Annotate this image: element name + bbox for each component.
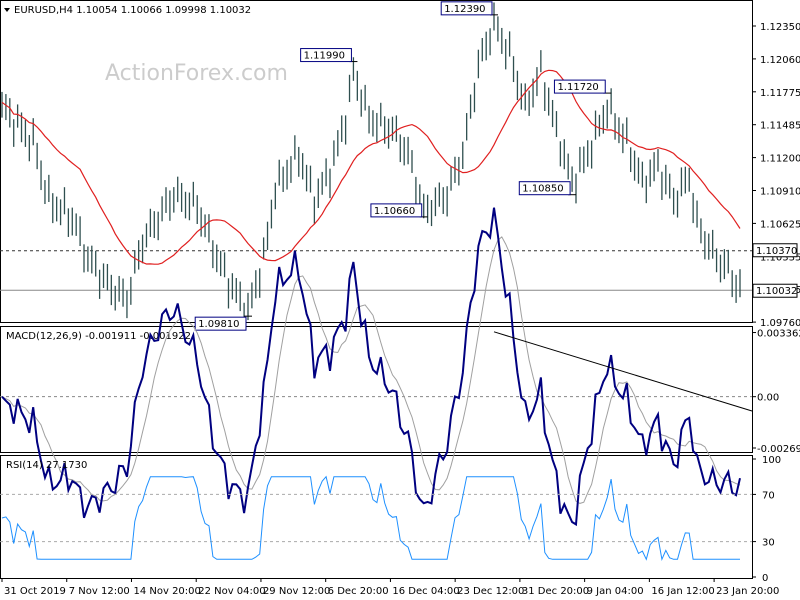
- x-tick-label: 22 Nov 04:00: [198, 586, 265, 597]
- x-tick-label: 16 Jan 12:00: [651, 586, 714, 597]
- annotation-box: [300, 48, 352, 63]
- current-price-label: 1.10032: [756, 286, 797, 297]
- moving-average-line: [1, 69, 741, 265]
- watermark: ActionForex.com: [105, 61, 288, 86]
- x-tick-label: 23 Jan 20:00: [716, 586, 779, 597]
- rsi-tick-label: 70: [762, 490, 775, 501]
- x-tick-label: 7 Nov 12:00: [69, 586, 130, 597]
- x-tick-label: 31 Oct 2019: [4, 586, 66, 597]
- macd-tick-label: -0.002691: [757, 444, 800, 455]
- rsi-tick-label: 0: [762, 573, 768, 584]
- rsi-title: RSI(14) 27.1730: [6, 460, 87, 471]
- marker-price-label-box: [752, 243, 798, 258]
- annotation-label: 1.11990: [304, 51, 345, 62]
- price-tick-label: 1.12350: [760, 22, 800, 33]
- annotation-box: [440, 1, 493, 16]
- price-panel-frame: [0, 0, 753, 323]
- annotation-label: 1.11720: [557, 82, 598, 93]
- rsi-panel-frame: [0, 455, 753, 579]
- price-tick-label: 1.11775: [760, 88, 800, 99]
- annotation-box: [194, 316, 247, 331]
- x-tick-label: 16 Dec 04:00: [392, 586, 459, 597]
- macd-tick-label: 0.00: [757, 393, 779, 404]
- annotation-label: 1.10850: [522, 184, 563, 195]
- macd-line: [1, 207, 741, 527]
- annotation-label: 1.09810: [198, 319, 239, 330]
- price-tick-label: 1.11485: [760, 121, 800, 132]
- annotation-box: [370, 203, 423, 218]
- rsi-tick-label: 100: [762, 455, 781, 466]
- price-tick-label: 1.10625: [760, 219, 800, 230]
- rsi-line: [1, 475, 740, 562]
- macd-title: MACD(12,26,9) -0.001911 -0.001922: [6, 331, 191, 342]
- x-tick-label: 14 Nov 20:00: [133, 586, 200, 597]
- macd-trendline: [493, 331, 753, 412]
- macd-tick-label: 0.003362: [757, 329, 800, 340]
- x-tick-label: 29 Nov 12:00: [263, 586, 330, 597]
- current-price-label-box: [752, 283, 798, 298]
- annotation-box: [518, 181, 571, 196]
- x-tick-label: 6 Dec 20:00: [328, 586, 389, 597]
- x-tick-label: 9 Jan 04:00: [587, 586, 644, 597]
- price-tick-label: 1.10335: [760, 252, 800, 263]
- annotation-box: [553, 79, 606, 94]
- price-tick-label: 1.12060: [760, 55, 800, 66]
- price-tick-label: 1.11200: [760, 154, 800, 165]
- marker-price-label: 1.10370: [756, 246, 797, 257]
- dropdown-triangle-icon[interactable]: [4, 8, 10, 12]
- price-tick-label: 1.09760: [760, 318, 800, 329]
- symbol-title: EURUSD,H4 1.10054 1.10066 1.09998 1.1003…: [14, 5, 251, 16]
- rsi-tick-label: 30: [762, 538, 775, 549]
- x-tick-label: 31 Dec 20:00: [522, 586, 589, 597]
- annotation-label: 1.12390: [444, 4, 485, 15]
- macd-signal-line: [1, 236, 741, 504]
- annotation-label: 1.10660: [374, 206, 415, 217]
- x-tick-label: 23 Dec 12:00: [457, 586, 524, 597]
- price-tick-label: 1.10910: [760, 187, 800, 198]
